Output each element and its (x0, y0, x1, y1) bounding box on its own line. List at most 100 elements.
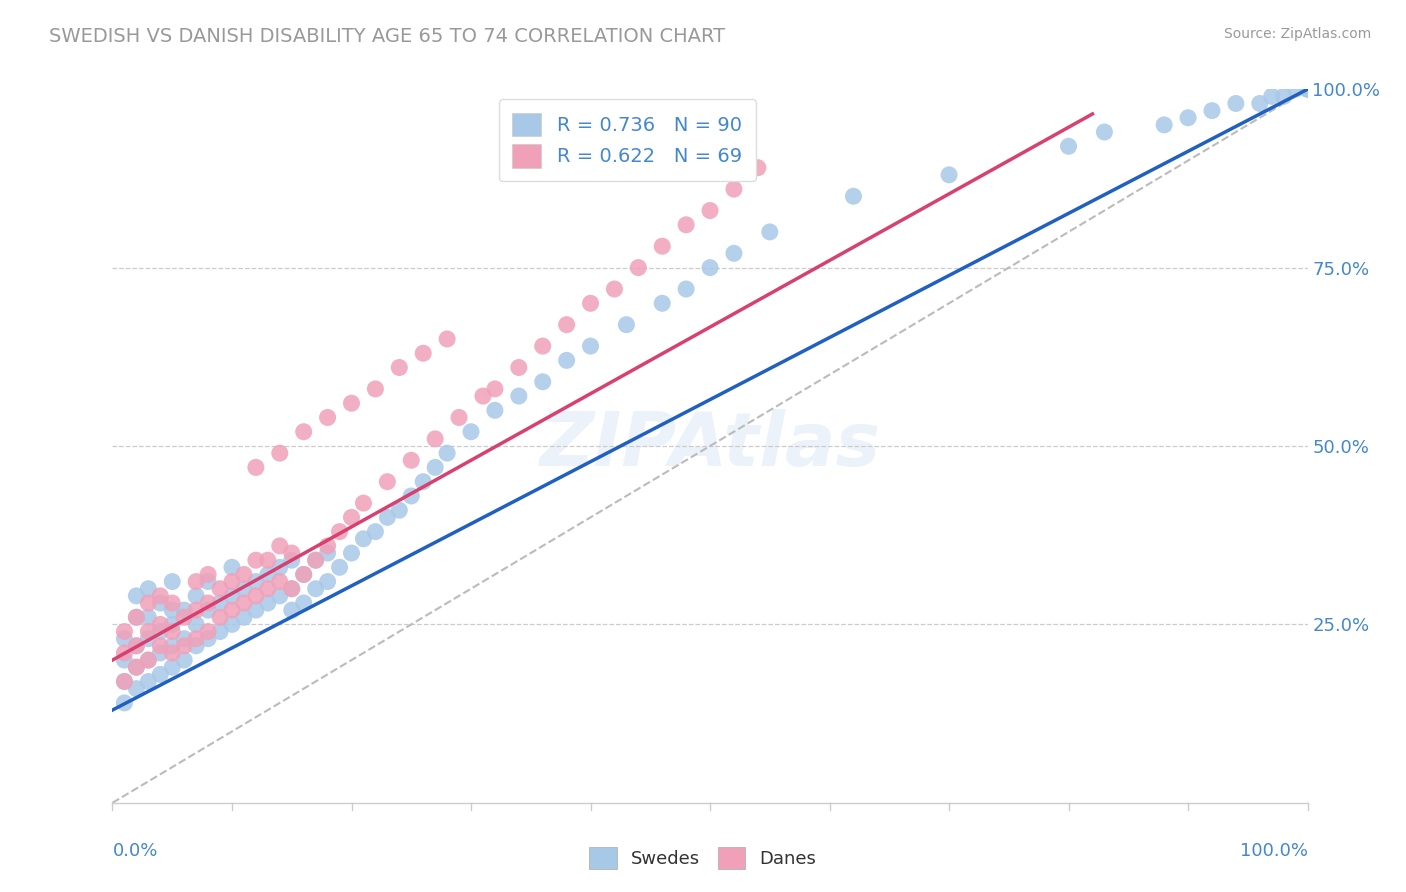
Point (388, 360, 411, 375)
Point (531, 339, 554, 353)
Point (149, 596, 172, 610)
Point (484, 403, 506, 417)
Point (138, 610, 160, 624)
Point (627, 260, 650, 275)
Point (364, 382, 387, 396)
Point (316, 574, 339, 589)
Point (281, 603, 304, 617)
Point (269, 539, 291, 553)
Point (377, 475, 399, 489)
Point (221, 574, 243, 589)
Point (149, 639, 172, 653)
Point (723, 182, 745, 196)
Point (162, 603, 183, 617)
Point (1296, 82, 1319, 96)
Point (699, 203, 721, 218)
Point (197, 574, 219, 589)
Point (579, 296, 602, 310)
Point (245, 574, 267, 589)
Point (197, 632, 219, 646)
Legend: Swedes, Danes: Swedes, Danes (581, 838, 825, 879)
Point (316, 410, 339, 425)
Point (281, 553, 304, 567)
Point (329, 560, 352, 574)
Point (938, 168, 960, 182)
Point (340, 546, 363, 560)
Point (281, 582, 304, 596)
Point (1201, 103, 1223, 118)
Point (138, 624, 160, 639)
Point (221, 603, 243, 617)
Point (269, 446, 291, 460)
Point (651, 239, 673, 253)
Point (149, 646, 172, 660)
Point (125, 610, 148, 624)
Point (125, 660, 148, 674)
Point (412, 346, 434, 360)
Point (412, 475, 434, 489)
Point (436, 446, 458, 460)
Point (531, 375, 554, 389)
Point (221, 617, 243, 632)
Point (125, 589, 148, 603)
Point (162, 574, 183, 589)
Point (401, 453, 423, 467)
Point (675, 218, 697, 232)
Point (281, 582, 304, 596)
Point (1261, 89, 1284, 103)
Point (186, 603, 208, 617)
Point (245, 460, 267, 475)
Point (221, 560, 243, 574)
Point (138, 632, 160, 646)
Text: Source: ZipAtlas.com: Source: ZipAtlas.com (1223, 27, 1371, 41)
Point (1094, 125, 1116, 139)
Point (114, 696, 135, 710)
Text: SWEDISH VS DANISH DISABILITY AGE 65 TO 74 CORRELATION CHART: SWEDISH VS DANISH DISABILITY AGE 65 TO 7… (49, 27, 725, 45)
Point (1225, 96, 1247, 111)
Point (233, 596, 256, 610)
Point (245, 603, 267, 617)
Point (1153, 118, 1175, 132)
Point (149, 624, 172, 639)
Point (186, 617, 208, 632)
Point (1057, 139, 1080, 153)
Point (149, 589, 172, 603)
Point (138, 653, 160, 667)
Point (209, 610, 232, 624)
Point (186, 589, 208, 603)
Point (125, 681, 148, 696)
Point (305, 582, 328, 596)
Point (162, 624, 183, 639)
Point (292, 567, 315, 582)
Point (173, 653, 195, 667)
Point (579, 339, 602, 353)
Point (699, 260, 721, 275)
Point (138, 596, 160, 610)
Point (114, 632, 135, 646)
Point (425, 432, 447, 446)
Point (138, 582, 160, 596)
Point (125, 639, 148, 653)
Point (484, 382, 506, 396)
Point (316, 539, 339, 553)
Point (842, 189, 865, 203)
Point (377, 510, 399, 524)
Point (305, 553, 328, 567)
Point (316, 546, 339, 560)
Point (197, 624, 219, 639)
Point (340, 396, 363, 410)
Point (197, 603, 219, 617)
Point (209, 596, 232, 610)
Point (759, 225, 782, 239)
Point (257, 567, 280, 582)
Point (1249, 96, 1271, 111)
Point (269, 574, 291, 589)
Point (209, 582, 232, 596)
Point (747, 161, 769, 175)
Point (305, 553, 328, 567)
Point (233, 567, 256, 582)
Point (197, 596, 219, 610)
Point (508, 360, 530, 375)
Point (162, 660, 183, 674)
Point (162, 596, 183, 610)
